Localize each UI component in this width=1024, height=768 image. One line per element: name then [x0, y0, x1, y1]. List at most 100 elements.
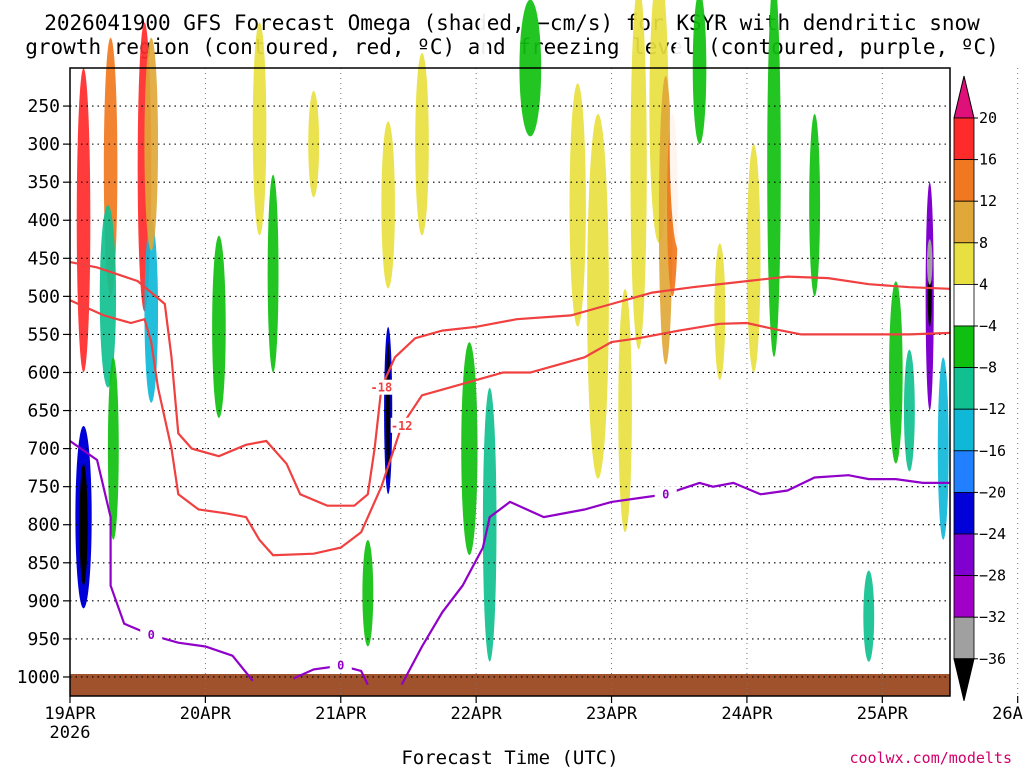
colorbar-swatch-10	[953, 533, 975, 576]
colorbar-swatch-9	[953, 491, 975, 535]
y-tick-label-1000: 1000	[17, 667, 60, 688]
colorbar-label-1: 16	[979, 151, 997, 169]
shade-blob-35	[863, 570, 875, 662]
colorbar-label-10: −24	[979, 525, 1006, 543]
colorbar-swatch-8	[953, 450, 975, 493]
omega-shading	[75, 0, 949, 662]
shade-blob-7	[171, 273, 186, 548]
colorbar-swatch-5	[953, 325, 975, 368]
colorbar: 20 16 12 8 4 −4 −8 −12 −16 −20 −24 −28 −32 −36	[953, 75, 1006, 701]
chart-title-line-1: 2026041900 GFS Forecast Omega (shaded, −…	[44, 11, 980, 35]
ground-surface	[70, 674, 950, 696]
x-axis: 19APR 20APR 21APR 22APR 23APR 24APR 25APR 26APR…	[44, 696, 1024, 743]
y-tick-label-250: 250	[27, 96, 60, 117]
shade-blob-24	[669, 37, 689, 251]
shade-blob-16	[482, 387, 497, 662]
shade-blob-2	[99, 205, 117, 388]
credit-link[interactable]: coolwx.com/modelts	[849, 749, 1012, 767]
y-axis: 250 300 350 400 450 500 550 600 650 700 750 800 850 9…	[17, 96, 70, 688]
shade-blob-36	[252, 22, 267, 236]
purple-contour-label-1: 0	[337, 659, 344, 673]
purple-contour-label-0: 0	[148, 628, 155, 642]
colorbar-label-3: 8	[979, 234, 988, 252]
shade-blob-20	[630, 0, 647, 350]
colorbar-label-9: −20	[979, 483, 1006, 501]
colorbar-swatch-7	[953, 408, 975, 452]
colorbar-label-0: 20	[979, 109, 997, 127]
shade-blob-28	[767, 0, 781, 357]
x-tick-label-6: 25APR	[857, 704, 909, 724]
shade-blob-34	[937, 357, 949, 540]
grid	[69, 68, 1019, 696]
x-tick-label-1: 20APR	[180, 704, 232, 724]
red-contour-label-bg-1	[390, 417, 413, 433]
shade-core-1	[79, 463, 88, 586]
colorbar-top-arrow	[953, 75, 975, 119]
colorbar-label-2: 12	[979, 192, 997, 210]
red-contour-label-1: -12	[391, 419, 413, 433]
y-tick-label-850: 850	[27, 553, 60, 574]
x-tick-label-3: 22APR	[451, 704, 503, 724]
x-tick-label-4: 23APR	[586, 704, 638, 724]
red-contour-0	[69, 261, 951, 507]
colorbar-label-12: −32	[979, 608, 1006, 626]
red-contour-label-0: -18	[371, 381, 393, 395]
shade-blob-37	[381, 121, 395, 289]
shade-blob-9	[239, 106, 253, 243]
colorbar-label-6: −8	[979, 359, 997, 377]
shade-blob-3	[107, 357, 119, 540]
red-contour-label-bg-0	[370, 379, 393, 395]
x-tick-label-7: 26APR	[992, 704, 1024, 724]
colorbar-label-13: −36	[979, 650, 1006, 668]
shade-blob-5	[144, 220, 159, 403]
y-tick-label-550: 550	[27, 324, 60, 345]
y-tick-label-600: 600	[27, 362, 60, 383]
y-tick-label-350: 350	[27, 172, 60, 193]
colorbar-label-4: 4	[979, 275, 988, 293]
shade-blob-13	[362, 540, 374, 647]
shade-blob-11	[308, 90, 320, 198]
y-tick-label-650: 650	[27, 401, 60, 422]
purple-contour-label-bg-2	[654, 486, 677, 502]
y-tick-label-500: 500	[27, 286, 60, 307]
colorbar-swatch-4	[953, 283, 975, 327]
colorbar-swatch-3	[953, 242, 975, 285]
x-year-label: 2026	[50, 723, 91, 743]
colorbar-label-7: −12	[979, 400, 1006, 418]
shade-blob-33	[903, 349, 915, 472]
colorbar-swatch-6	[953, 367, 975, 410]
shade-blob-17	[476, 0, 490, 380]
shade-blob-27	[746, 144, 761, 373]
x-tick-label-5: 24APR	[721, 704, 773, 724]
y-tick-label-800: 800	[27, 515, 60, 536]
shade-blob-38	[569, 83, 586, 327]
colorbar-swatch-12	[953, 616, 975, 660]
shade-core-6	[926, 239, 933, 285]
shade-blob-25	[692, 0, 707, 144]
colorbar-swatch-0	[953, 117, 975, 160]
y-tick-label-900: 900	[27, 591, 60, 612]
shade-blob-8	[212, 235, 226, 419]
shade-blob-0	[76, 68, 91, 373]
colorbar-swatch-11	[953, 575, 975, 618]
y-tick-label-700: 700	[27, 439, 60, 460]
plot-frame	[69, 67, 951, 697]
shade-blob-15	[461, 342, 478, 556]
x-tick-label-2: 21APR	[315, 704, 367, 724]
colorbar-label-5: −4	[979, 317, 997, 335]
y-tick-label-450: 450	[27, 248, 60, 269]
contours: -18 -12 0 0 0	[69, 261, 951, 686]
colorbar-bottom-arrow	[953, 658, 975, 701]
y-tick-label-950: 950	[27, 629, 60, 650]
red-contour-1	[69, 299, 951, 557]
shade-blob-39	[618, 288, 632, 533]
purple-contour-label-2: 0	[662, 487, 669, 501]
x-axis-title: Forecast Time (UTC)	[401, 747, 618, 768]
x-tick-label-0: 19APR	[44, 704, 96, 724]
y-tick-label-750: 750	[27, 477, 60, 498]
shade-blob-6	[144, 37, 159, 251]
colorbar-label-11: −28	[979, 567, 1006, 585]
colorbar-swatch-1	[953, 159, 975, 202]
shade-blob-26	[714, 243, 726, 380]
